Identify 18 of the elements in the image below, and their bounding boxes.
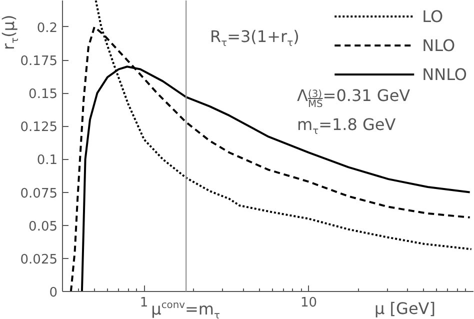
y-tick-label: 0.2: [36, 20, 58, 36]
annotation: m$_{τ}$=1.8 GeV: [297, 115, 396, 138]
x-axis-title: μ [GeV]: [374, 299, 436, 318]
ref-line-label: μ$^{conv}$=m$_{τ}$: [151, 300, 220, 319]
y-tick-label: 0.025: [20, 252, 58, 268]
legend-label: NLO: [422, 36, 456, 54]
y-tick-label: 0.175: [20, 54, 58, 70]
annotation: R$_{τ}$=3(1+r$_{τ}$): [210, 27, 300, 50]
y-tick-label: 0.15: [28, 87, 58, 102]
x-tick-label: 1: [140, 296, 148, 310]
y-tick-label: 0.075: [20, 186, 58, 202]
y-tick-label: 0.125: [20, 120, 58, 136]
y-tick-label: 0.1: [36, 153, 58, 168]
x-tick-label: 10: [300, 296, 318, 310]
legend-label: LO: [422, 6, 444, 26]
legend-label: NNLO: [422, 64, 467, 84]
y-tick-label: 0.05: [28, 219, 58, 234]
y-tick-label: 0: [49, 286, 58, 300]
